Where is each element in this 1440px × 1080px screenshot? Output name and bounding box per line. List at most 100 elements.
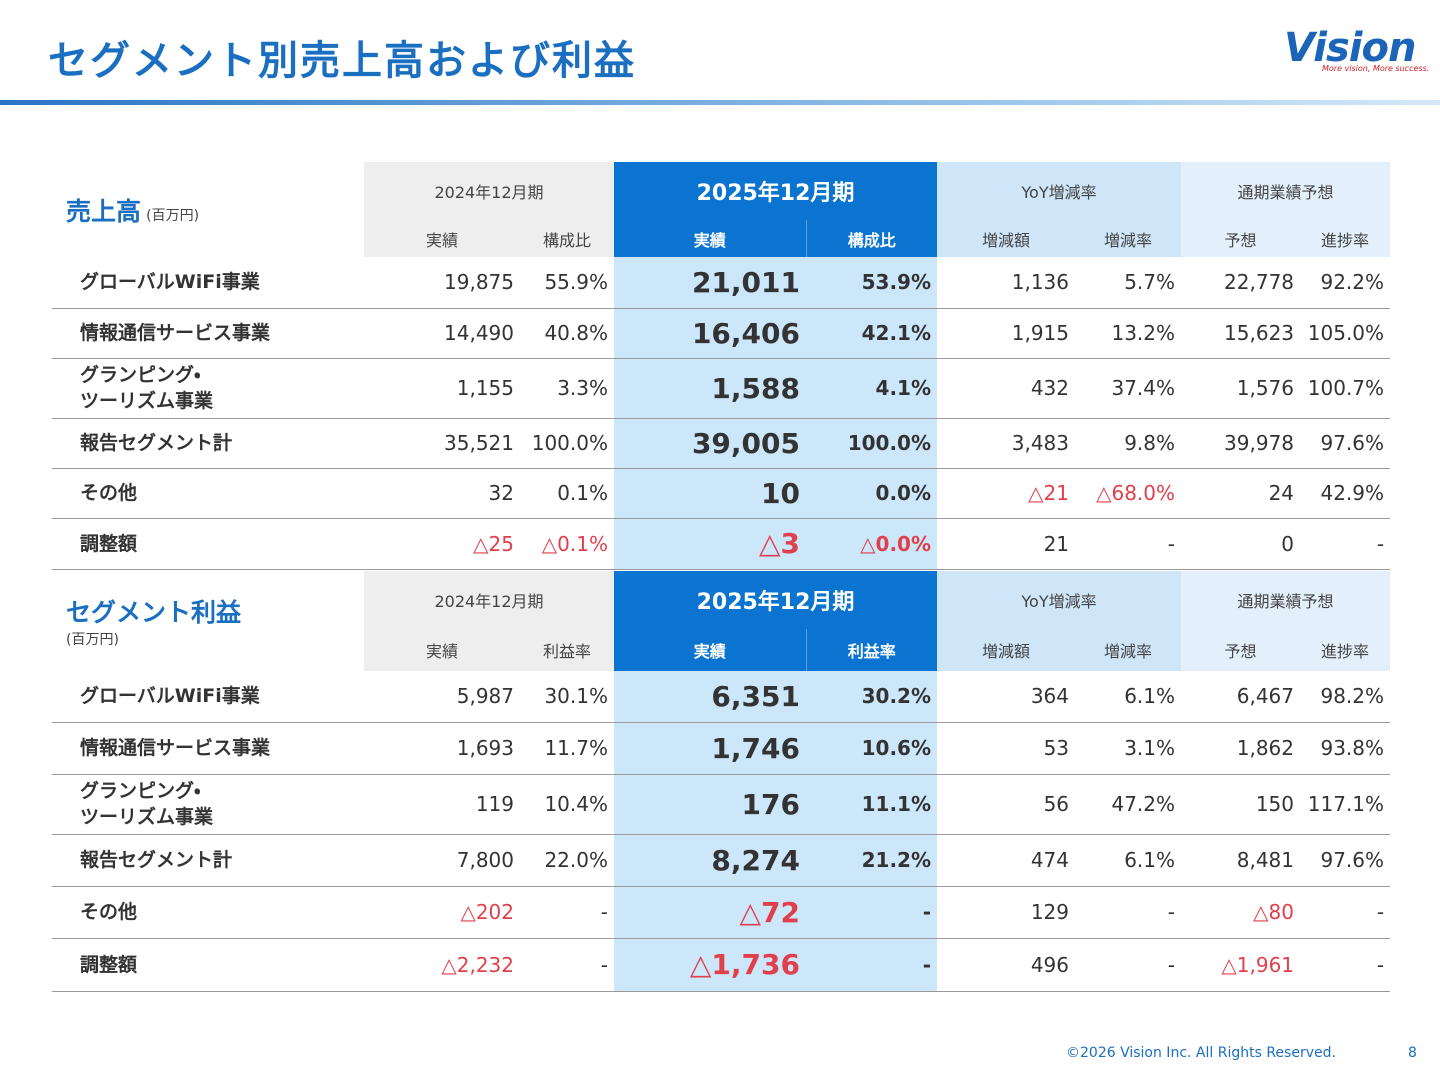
period-header: YoY増減率 bbox=[937, 162, 1182, 220]
cell: 47.2% bbox=[1075, 774, 1182, 835]
cell: 30.2% bbox=[806, 671, 938, 723]
row-label: グローバルWiFi事業 bbox=[52, 257, 364, 309]
data-row: 報告セグメント計 7,800 22.0% 8,274 21.2% 474 6.1% 8,481… bbox=[52, 834, 1391, 887]
cell: 39,978 bbox=[1181, 418, 1301, 469]
cell: 6.1% bbox=[1075, 671, 1182, 723]
cell: 0.0% bbox=[806, 468, 938, 519]
copyright: ©2026 Vision Inc. All Rights Reserved. bbox=[1066, 1045, 1336, 1061]
cell: △0.1% bbox=[520, 518, 614, 570]
column-header: 予想 bbox=[1181, 220, 1301, 257]
cell: 1,915 bbox=[937, 308, 1076, 359]
cell: - bbox=[806, 886, 938, 939]
cell: 6.1% bbox=[1075, 834, 1182, 887]
cell: △1,736 bbox=[614, 938, 806, 992]
cell: 21,011 bbox=[614, 257, 806, 309]
period-header: 通期業績予想 bbox=[1181, 162, 1391, 220]
cell: △25 bbox=[364, 518, 520, 570]
cell: 9.8% bbox=[1075, 418, 1182, 469]
column-header: 実績 bbox=[614, 629, 807, 671]
cell: - bbox=[1075, 518, 1182, 570]
cell: 105.0% bbox=[1300, 308, 1391, 359]
logo: Vision More vision, More success. bbox=[1284, 28, 1430, 82]
column-header: 利益率 bbox=[806, 629, 938, 671]
cell: 39,005 bbox=[614, 418, 806, 469]
cell: 119 bbox=[364, 774, 520, 835]
cell: 56 bbox=[937, 774, 1076, 835]
column-header: 増減率 bbox=[1075, 220, 1182, 257]
page-number: 8 bbox=[1408, 1045, 1417, 1061]
data-row: グローバルWiFi事業 5,987 30.1% 6,351 30.2% 364 6.1% 6,… bbox=[52, 671, 1391, 723]
cell: △0.0% bbox=[806, 518, 938, 570]
period-row: セグメント利益 (百万円) 2024年12月期 2025年12月期 YoY増減率 通期業… bbox=[52, 571, 1391, 671]
table-title-text: セグメント利益 bbox=[66, 598, 242, 627]
table-title: セグメント利益 (百万円) bbox=[52, 571, 364, 671]
data-row: グランピング・ ツーリズム事業 1,155 3.3% 1,588 4.1% 432 37.4… bbox=[52, 358, 1391, 419]
title-rule bbox=[0, 100, 1440, 105]
row-label: 報告セグメント計 bbox=[52, 418, 364, 469]
cell: 4.1% bbox=[806, 358, 938, 419]
row-label: 情報通信サービス事業 bbox=[52, 308, 364, 359]
cell: 1,576 bbox=[1181, 358, 1301, 419]
column-header: 増減率 bbox=[1075, 629, 1182, 671]
cell: 117.1% bbox=[1300, 774, 1391, 835]
cell: 24 bbox=[1181, 468, 1301, 519]
period-header: YoY増減率 bbox=[937, 571, 1182, 629]
cell: 21 bbox=[937, 518, 1076, 570]
cell: 1,693 bbox=[364, 722, 520, 775]
logo-tagline: More vision, More success. bbox=[1322, 64, 1430, 73]
cell: △3 bbox=[614, 518, 806, 570]
cell: 30.1% bbox=[520, 671, 614, 723]
data-row: グランピング・ ツーリズム事業 119 10.4% 176 11.1% 56 47.2% 15… bbox=[52, 774, 1391, 835]
row-label: 情報通信サービス事業 bbox=[52, 722, 364, 775]
period-row: 売上高 (百万円) 2024年12月期 2025年12月期 YoY増減率 通期業績予想 bbox=[52, 162, 1391, 257]
cell: - bbox=[520, 886, 614, 939]
row-label: その他 bbox=[52, 886, 364, 939]
period-header: 2025年12月期 bbox=[614, 162, 938, 220]
cell: 1,588 bbox=[614, 358, 806, 419]
column-header: 構成比 bbox=[806, 220, 938, 257]
cell: 14,490 bbox=[364, 308, 520, 359]
column-row: 実績 構成比 実績 構成比 増減額 増減率 予想 進捗率 bbox=[52, 220, 1391, 257]
cell: △1,961 bbox=[1181, 938, 1301, 992]
cell: - bbox=[520, 938, 614, 992]
cell: - bbox=[1300, 518, 1391, 570]
cell: 10 bbox=[614, 468, 806, 519]
unit: (百万円) bbox=[66, 632, 119, 648]
row-label: 報告セグメント計 bbox=[52, 834, 364, 887]
cell: △2,232 bbox=[364, 938, 520, 992]
cell: 97.6% bbox=[1300, 834, 1391, 887]
cell: - bbox=[1075, 938, 1182, 992]
cell: 0.1% bbox=[520, 468, 614, 519]
cell: 22.0% bbox=[520, 834, 614, 887]
cell: 1,862 bbox=[1181, 722, 1301, 775]
cell: 8,481 bbox=[1181, 834, 1301, 887]
cell: 13.2% bbox=[1075, 308, 1182, 359]
column-header: 進捗率 bbox=[1300, 629, 1391, 671]
data-row: その他 32 0.1% 10 0.0% △21 △68.0% 24 42.9% bbox=[52, 468, 1391, 519]
column-header: 増減額 bbox=[937, 629, 1076, 671]
row-label: その他 bbox=[52, 468, 364, 519]
cell: 3,483 bbox=[937, 418, 1076, 469]
column-header: 実績 bbox=[614, 220, 807, 257]
cell: 15,623 bbox=[1181, 308, 1301, 359]
segment-table: 売上高 (百万円) 2024年12月期 2025年12月期 YoY増減率 通期業績予想実… bbox=[52, 162, 1391, 570]
cell: 1,155 bbox=[364, 358, 520, 419]
column-header: 利益率 bbox=[520, 629, 614, 671]
cell: 1,746 bbox=[614, 722, 806, 775]
cell: △68.0% bbox=[1075, 468, 1182, 519]
cell: 40.8% bbox=[520, 308, 614, 359]
cell: 92.2% bbox=[1300, 257, 1391, 309]
cell: 176 bbox=[614, 774, 806, 835]
cell: 3.3% bbox=[520, 358, 614, 419]
cell: 93.8% bbox=[1300, 722, 1391, 775]
cell: 10.6% bbox=[806, 722, 938, 775]
cell: 53.9% bbox=[806, 257, 938, 309]
row-label: グローバルWiFi事業 bbox=[52, 671, 364, 723]
cell: 474 bbox=[937, 834, 1076, 887]
cell: 6,351 bbox=[614, 671, 806, 723]
cell: 21.2% bbox=[806, 834, 938, 887]
period-header: 2024年12月期 bbox=[364, 162, 614, 220]
data-row: グローバルWiFi事業 19,875 55.9% 21,011 53.9% 1,136 5.… bbox=[52, 257, 1391, 309]
cell: 11.7% bbox=[520, 722, 614, 775]
data-row: その他 △202- △72-129- △80- bbox=[52, 886, 1391, 939]
